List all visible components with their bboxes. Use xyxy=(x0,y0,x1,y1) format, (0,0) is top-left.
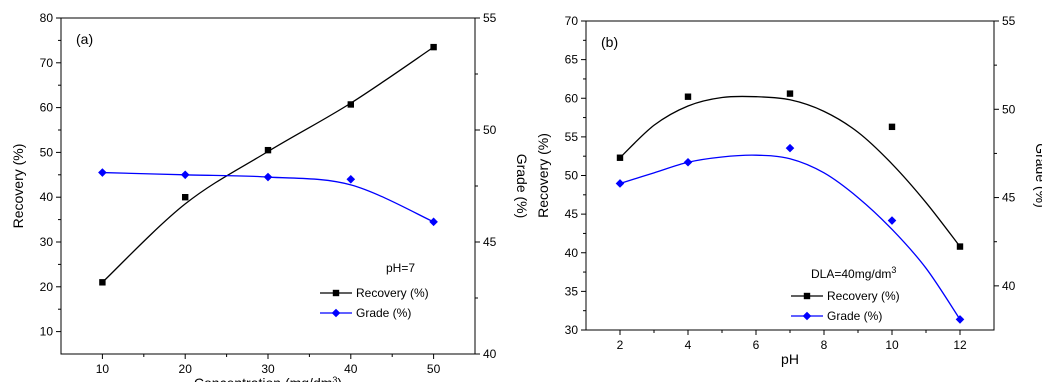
y-tick-label: 50 xyxy=(565,169,579,183)
y-tick-label: 60 xyxy=(40,101,54,115)
x-tick-label: 20 xyxy=(179,362,193,376)
legend-marker-recovery xyxy=(803,292,811,300)
y-tick-label: 55 xyxy=(565,130,579,144)
recovery-point xyxy=(786,90,794,97)
y-tick-label: 80 xyxy=(40,11,54,25)
y-tick-label: 70 xyxy=(565,14,579,28)
y2-tick-label: 40 xyxy=(1002,279,1016,293)
y2-tick-label: 45 xyxy=(483,235,497,249)
y-tick-label: 50 xyxy=(40,145,54,159)
y-tick-label: 30 xyxy=(565,323,579,337)
recovery-point xyxy=(430,43,437,51)
grade-point xyxy=(887,216,897,225)
plot-frame xyxy=(60,17,476,355)
legend-marker-recovery xyxy=(332,289,340,297)
chart-annotation: pH=7 xyxy=(386,261,415,275)
x-tick-label: 50 xyxy=(427,362,441,376)
x-tick-label: 8 xyxy=(821,338,828,352)
x-tick-label: 12 xyxy=(953,338,967,352)
series-line-recovery xyxy=(101,46,434,283)
y-axis-label: Recovery (%) xyxy=(535,133,551,218)
grade-point xyxy=(180,170,190,180)
y2-axis-label: Grade (%) xyxy=(514,154,530,219)
legend-marker-grade xyxy=(331,308,341,318)
x-tick-label: 10 xyxy=(885,338,899,352)
panel-label: (a) xyxy=(76,31,93,47)
recovery-point xyxy=(888,123,896,131)
legend-label-recovery: Recovery (%) xyxy=(356,286,429,300)
grade-point xyxy=(683,157,693,167)
y-tick-label: 70 xyxy=(40,56,54,70)
y-tick-label: 40 xyxy=(565,246,579,260)
chart-annotation: DLA=40mg/dm3 xyxy=(811,265,896,281)
chart-panel-b: 2 4 6 8 10 12 30 35 40 45 50 55 60 65 70 40 45 50 55 pH Reco… xyxy=(535,14,1042,367)
x-axis-label: Concentration (mg/dm3) xyxy=(194,375,342,382)
grade-point xyxy=(955,315,965,324)
y-tick-label: 30 xyxy=(40,235,54,249)
grade-point xyxy=(429,217,438,227)
x-tick-label: 2 xyxy=(617,338,624,352)
y2-tick-label: 50 xyxy=(1002,102,1016,116)
y-tick-label: 65 xyxy=(565,53,579,67)
grade-point xyxy=(615,179,625,188)
x-axis-label: pH xyxy=(781,351,799,367)
grade-point xyxy=(263,172,273,182)
recovery-point xyxy=(684,93,692,100)
y2-tick-label: 55 xyxy=(483,11,497,25)
y-axis-label: Recovery (%) xyxy=(10,144,26,229)
grade-point xyxy=(98,168,107,177)
series-line-grade xyxy=(619,154,961,320)
x-tick-label: 6 xyxy=(753,338,760,352)
chart-panel-a: 10 20 30 40 50 10 20 30 40 50 60 70 80 40 45 50 55 Concen… xyxy=(10,11,530,382)
x-tick-label: 10 xyxy=(96,362,110,376)
y-tick-label: 40 xyxy=(40,190,54,204)
y2-axis-label: Grade (%) xyxy=(1033,143,1042,208)
legend-marker-grade xyxy=(802,311,812,321)
recovery-point xyxy=(347,101,354,108)
y2-tick-label: 40 xyxy=(483,347,497,361)
chart-annotation-sup: 3 xyxy=(891,265,896,275)
y-tick-label: 20 xyxy=(40,280,54,294)
series-line-recovery xyxy=(619,95,961,247)
y-tick-label: 10 xyxy=(40,325,54,339)
y2-tick-label: 50 xyxy=(483,123,497,137)
y-tick-label: 35 xyxy=(565,284,579,298)
recovery-point xyxy=(956,243,964,250)
panel-label: (b) xyxy=(601,34,618,50)
y-tick-label: 45 xyxy=(565,207,579,221)
legend-label-recovery: Recovery (%) xyxy=(827,289,900,303)
recovery-point xyxy=(616,154,624,161)
x-tick-label: 40 xyxy=(344,362,358,376)
y-tick-label: 60 xyxy=(565,91,579,105)
recovery-point xyxy=(264,146,272,154)
legend-label-grade: Grade (%) xyxy=(827,309,882,323)
y2-tick-label: 45 xyxy=(1002,191,1016,205)
grade-point xyxy=(346,174,356,184)
x-tick-label: 30 xyxy=(261,362,275,376)
x-tick-label: 4 xyxy=(685,338,692,352)
recovery-point xyxy=(99,279,106,286)
grade-point xyxy=(785,143,795,153)
y2-tick-label: 55 xyxy=(1002,14,1016,28)
x-axis-label-sup: 3 xyxy=(332,375,337,382)
legend-label-grade: Grade (%) xyxy=(356,306,411,320)
x-axis-label-end: ) xyxy=(337,375,342,382)
recovery-point xyxy=(182,194,189,201)
